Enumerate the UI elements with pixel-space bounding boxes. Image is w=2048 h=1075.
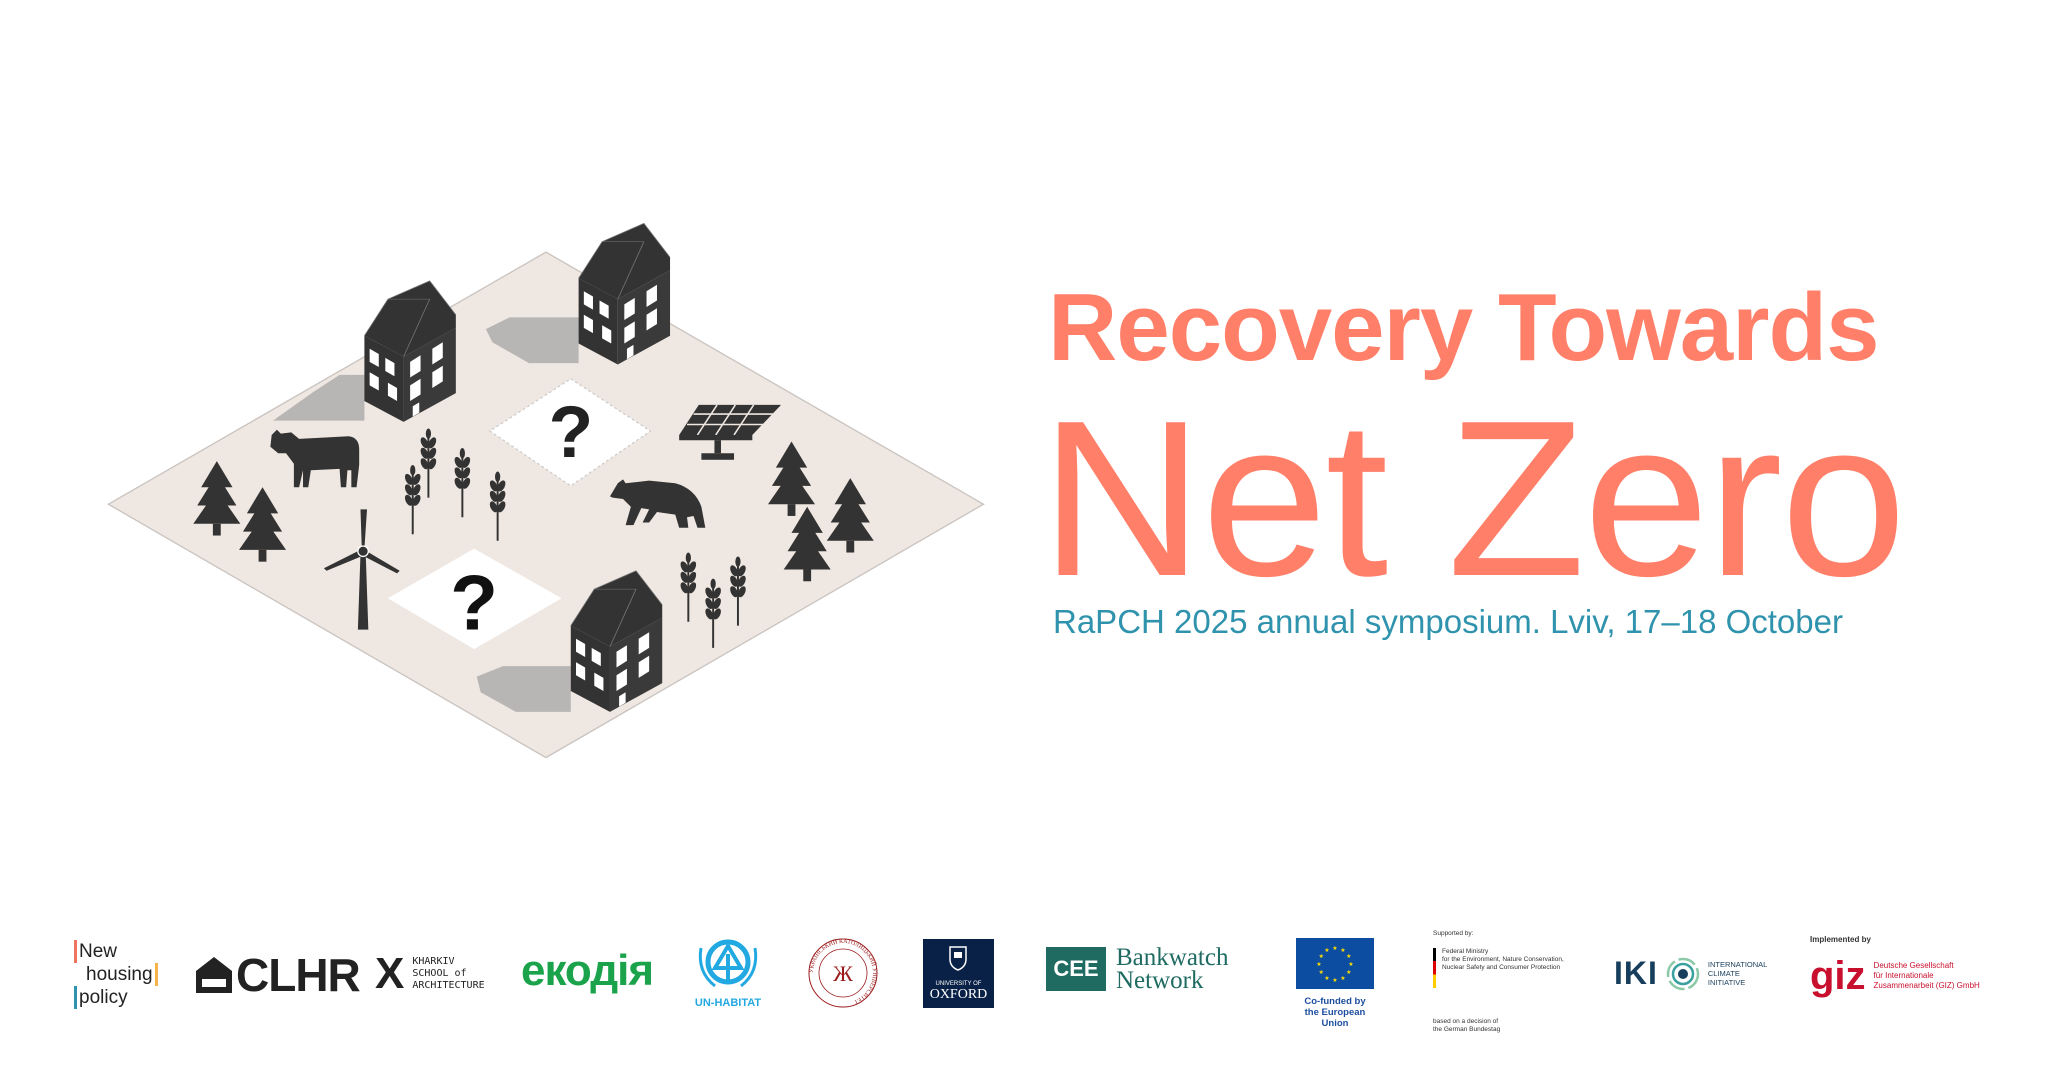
logo-text: Co-funded by [1304,996,1366,1007]
eu-star-icon: ★ [1348,961,1353,968]
building-shadow [485,317,579,364]
logo-text: Bankwatch [1116,944,1229,971]
logo-text: ARCHITECTURE [412,980,485,991]
logo-text: the German Bundestag [1433,1026,1501,1033]
event-subtitle: RaPCH 2025 annual symposium. Lviv, 17–18… [1053,603,1843,640]
bear-icon [609,479,706,528]
logo-giz: Implemented by giz Deutsche Gesellschaft… [1810,935,1980,996]
logo-mark: IKI [1614,955,1658,991]
building-shadow [272,374,365,421]
logo-text: CLHR [236,949,361,1001]
eu-star-icon: ★ [1340,947,1345,954]
logo-text: OXFORD [929,987,988,1002]
logo-mark: giz [1810,954,1866,998]
logo-kharkiv-school-of-architecture: X KHARKIV SCHOOL of ARCHITECTURE [375,952,485,996]
logo-eu-cofunded: ★ ★ ★ ★ ★ ★ ★ ★ ★ ★ ★ ★ Co-funded by the European U… [1290,938,1380,1029]
logo-text: Network [1116,967,1204,994]
ground-tile [107,251,985,759]
title-recovery-towards: Recovery Towards [1048,274,1880,381]
logo-text: für Internationale [1873,971,1934,980]
logo-text: KHARKIV [412,956,455,967]
logo-text: the European Union [1304,1007,1366,1029]
logo-text: INITIATIVE [1707,978,1746,987]
svg-text:?: ? [548,392,593,473]
eu-star-icon: ★ [1318,953,1323,960]
logo-text: Implemented by [1810,935,1871,944]
un-emblem-icon [698,939,758,988]
eu-star-icon: ★ [1340,975,1345,982]
logo-un-habitat: UN-HABITAT [688,936,768,1009]
building-shadow [476,666,571,712]
logo-text: Nuclear Safety and Consumer Protection [1442,964,1561,971]
iki-rings-icon [1666,957,1700,990]
logo-text: UN-HABITAT [694,997,762,1009]
title-net-zero: Net Zero [1040,375,1907,623]
logo-mark: CEE [1046,947,1106,991]
eu-flag-icon: ★ ★ ★ ★ ★ ★ ★ ★ ★ ★ ★ ★ [1296,938,1374,989]
logo-text: based on a decision of [1433,1018,1499,1025]
logo-mark: X [375,949,405,998]
logo-text: SCHOOL of [412,968,467,979]
logo-cee-bankwatch-network: CEE Bankwatch Network [1046,944,1229,994]
logo-text: UNIVERSITY OF [935,981,982,987]
logo-university-of-oxford: UNIVERSITY OF OXFORD [923,939,994,1008]
cow-icon [270,429,360,488]
logo-new-housing-policy: New housing policy [74,940,158,1009]
svg-text:?: ? [450,559,498,647]
eu-star-icon: ★ [1324,975,1329,982]
logo-text: Zusammenarbeit (GIZ) GmbH [1873,981,1980,990]
logo-ekodia: екодія [521,946,654,995]
logo-text: CLIMATE [1707,969,1740,978]
logo-text: Deutsche Gesellschaft [1873,961,1954,970]
logo-iki: IKI INTERNATIONAL CLIMATE INITIATIVE [1614,955,1767,992]
eu-star-icon: ★ [1318,969,1323,976]
logo-text: INTERNATIONAL [1707,960,1768,969]
eu-star-icon: ★ [1332,945,1337,952]
svg-text:Ж: Ж [833,961,853,986]
eu-star-icon: ★ [1332,977,1337,984]
eu-star-icon: ★ [1324,947,1329,954]
logo-bmu: Supported by: Federal Ministry for the E… [1433,930,1593,1034]
ucu-seal-icon: УКРАЇНСЬКИЙ КАТОЛИЦЬКИЙ УНІВЕРСИТЕТ Ж [808,937,878,1008]
question-tile: ? [387,548,562,650]
logo-text: New [74,940,158,963]
german-flag-stripe [1433,948,1436,988]
logo-text: for the Environment, Nature Conservation… [1442,956,1564,963]
wind-turbine-icon [323,509,400,630]
logo-text: Supported by: [1433,930,1474,937]
eu-star-icon: ★ [1346,969,1351,976]
logo-text: policy [74,986,158,1009]
eu-star-icon: ★ [1316,961,1321,968]
oxford-crest-icon [949,946,967,971]
logo-ucu: УКРАЇНСЬКИЙ КАТОЛИЦЬКИЙ УНІВЕРСИТЕТ Ж [806,936,880,1015]
question-tile: ? [489,378,652,487]
eu-star-icon: ★ [1346,953,1351,960]
solar-panel-icon [679,404,782,460]
house-icon [196,957,232,993]
logo-text: Federal Ministry [1442,948,1489,955]
logo-text: housing [74,963,158,986]
logo-clhr: CLHR [196,948,361,1002]
